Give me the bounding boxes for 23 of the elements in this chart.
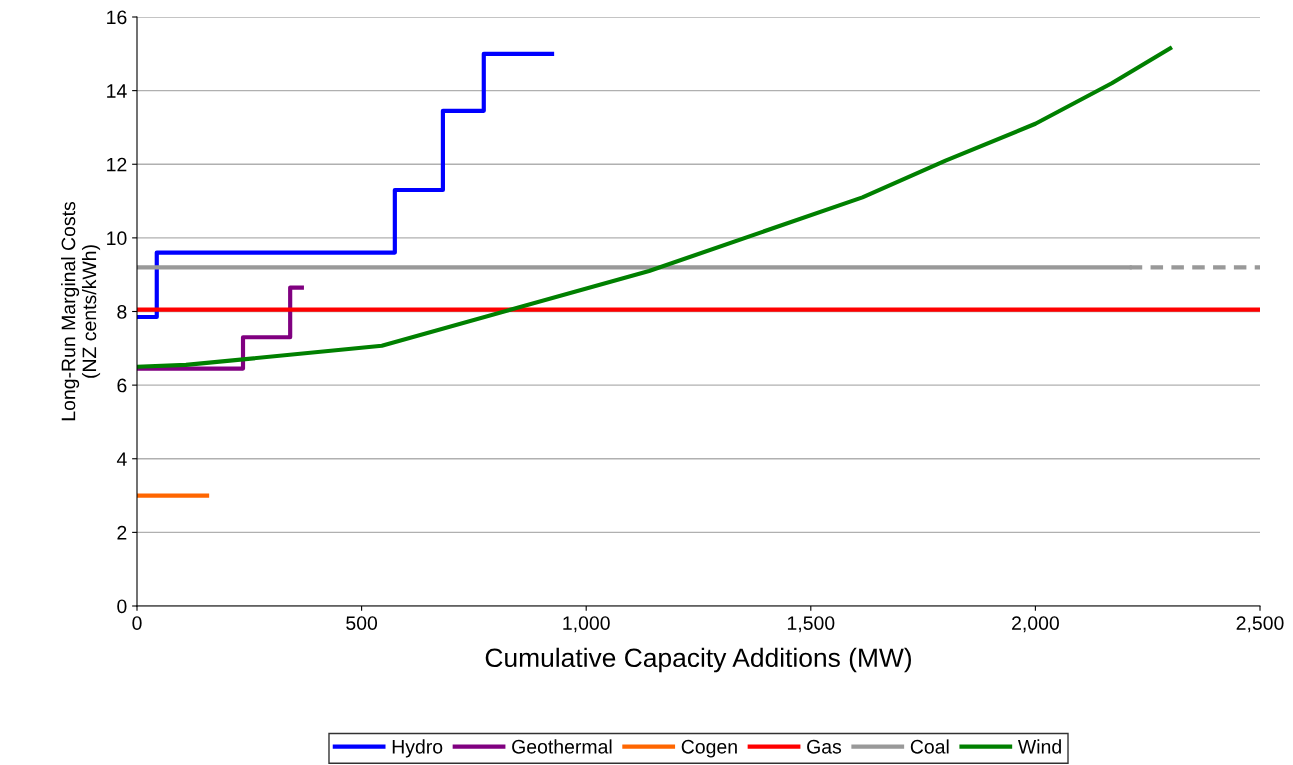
x-tick-label: 1,000	[563, 616, 610, 633]
x-axis-title: Cumulative Capacity Additions (MW)	[485, 647, 911, 673]
y-tick-label: 6	[117, 378, 127, 393]
y-tick-label: 14	[107, 84, 127, 98]
legend-label: Coal	[910, 739, 949, 754]
legend-label: Geothermal	[512, 739, 612, 754]
legend-label: Gas	[807, 739, 842, 754]
y-tick-label: 4	[116, 452, 127, 466]
x-tick-label: 2,500	[1236, 616, 1284, 633]
y-tick-label: 16	[107, 10, 127, 25]
legend-label: Hydro	[392, 739, 443, 758]
x-tick-label: 2,000	[1012, 616, 1059, 633]
y-tick-label: 10	[107, 231, 127, 246]
y-tick-label: 0	[117, 599, 127, 614]
x-tick-label: 0	[132, 616, 142, 630]
x-tick-label: 1,500	[787, 616, 835, 633]
y-axis-title: Long-Run Marginal Costs (NZ cents/kWh)	[61, 201, 101, 421]
legend-label: Cogen	[681, 739, 737, 758]
x-tick-label: 500	[346, 616, 378, 630]
y-tick-label: 8	[117, 304, 127, 319]
legend-label: Wind	[1017, 739, 1061, 754]
y-tick-label: 2	[117, 525, 127, 540]
y-tick-label: 12	[107, 157, 127, 172]
